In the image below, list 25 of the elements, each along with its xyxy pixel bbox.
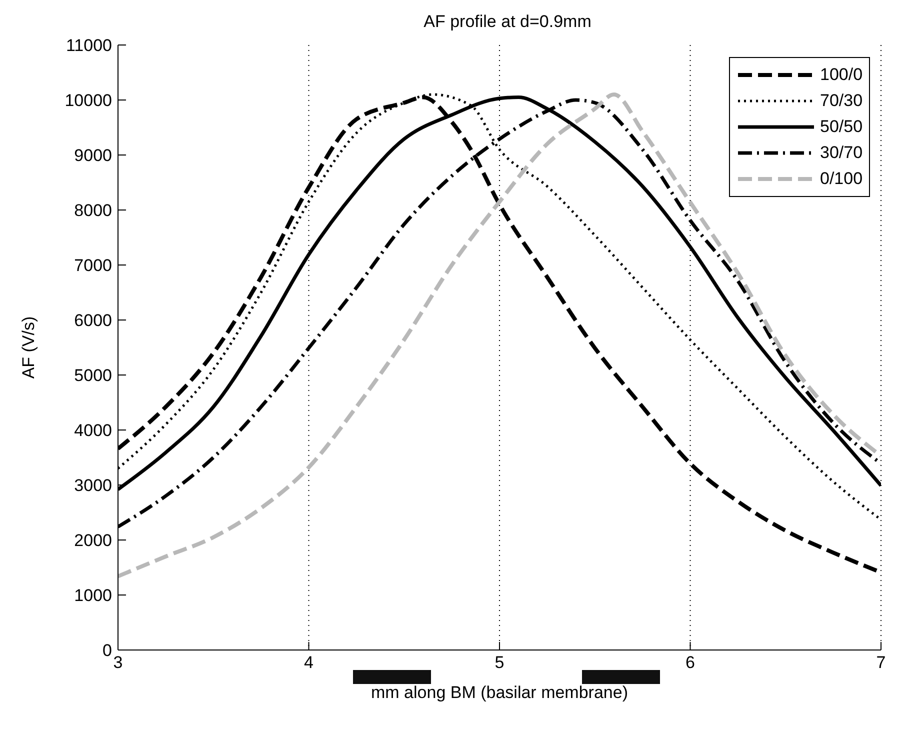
legend-label: 50/50	[820, 117, 863, 137]
y-tick-label: 0	[102, 641, 112, 660]
y-tick-label: 2000	[74, 531, 112, 550]
legend-label: 0/100	[820, 169, 863, 189]
y-tick-label: 1000	[74, 586, 112, 606]
chart-title: AF profile at d=0.9mm	[422, 12, 592, 32]
legend-label: 100/0	[820, 65, 863, 85]
y-tick-label: 4000	[74, 421, 112, 440]
y-tick-label: 6000	[74, 311, 112, 330]
x-tick-label: 6	[686, 653, 695, 672]
x-tick-label: 4	[304, 653, 314, 672]
y-tick-label: 3000	[74, 476, 112, 496]
y-tick-label: 7000	[74, 256, 112, 276]
x-axis-title: mm along BM (basilar membrane)	[371, 683, 628, 702]
y-tick-label: 10000	[64, 91, 112, 110]
y-tick-label: 9000	[74, 146, 112, 166]
x-tick-label: 7	[876, 653, 886, 672]
legend-label: 30/70	[820, 143, 863, 163]
y-tick-label: 5000	[74, 366, 112, 386]
y-tick-label: 11000	[66, 36, 112, 56]
legend-label: 70/30	[820, 91, 863, 111]
x-tick-label: 5	[494, 653, 504, 672]
y-tick-label: 8000	[74, 201, 112, 220]
x-tick-label: 3	[113, 653, 123, 672]
y-axis-title: AF (V/s)	[19, 316, 38, 379]
